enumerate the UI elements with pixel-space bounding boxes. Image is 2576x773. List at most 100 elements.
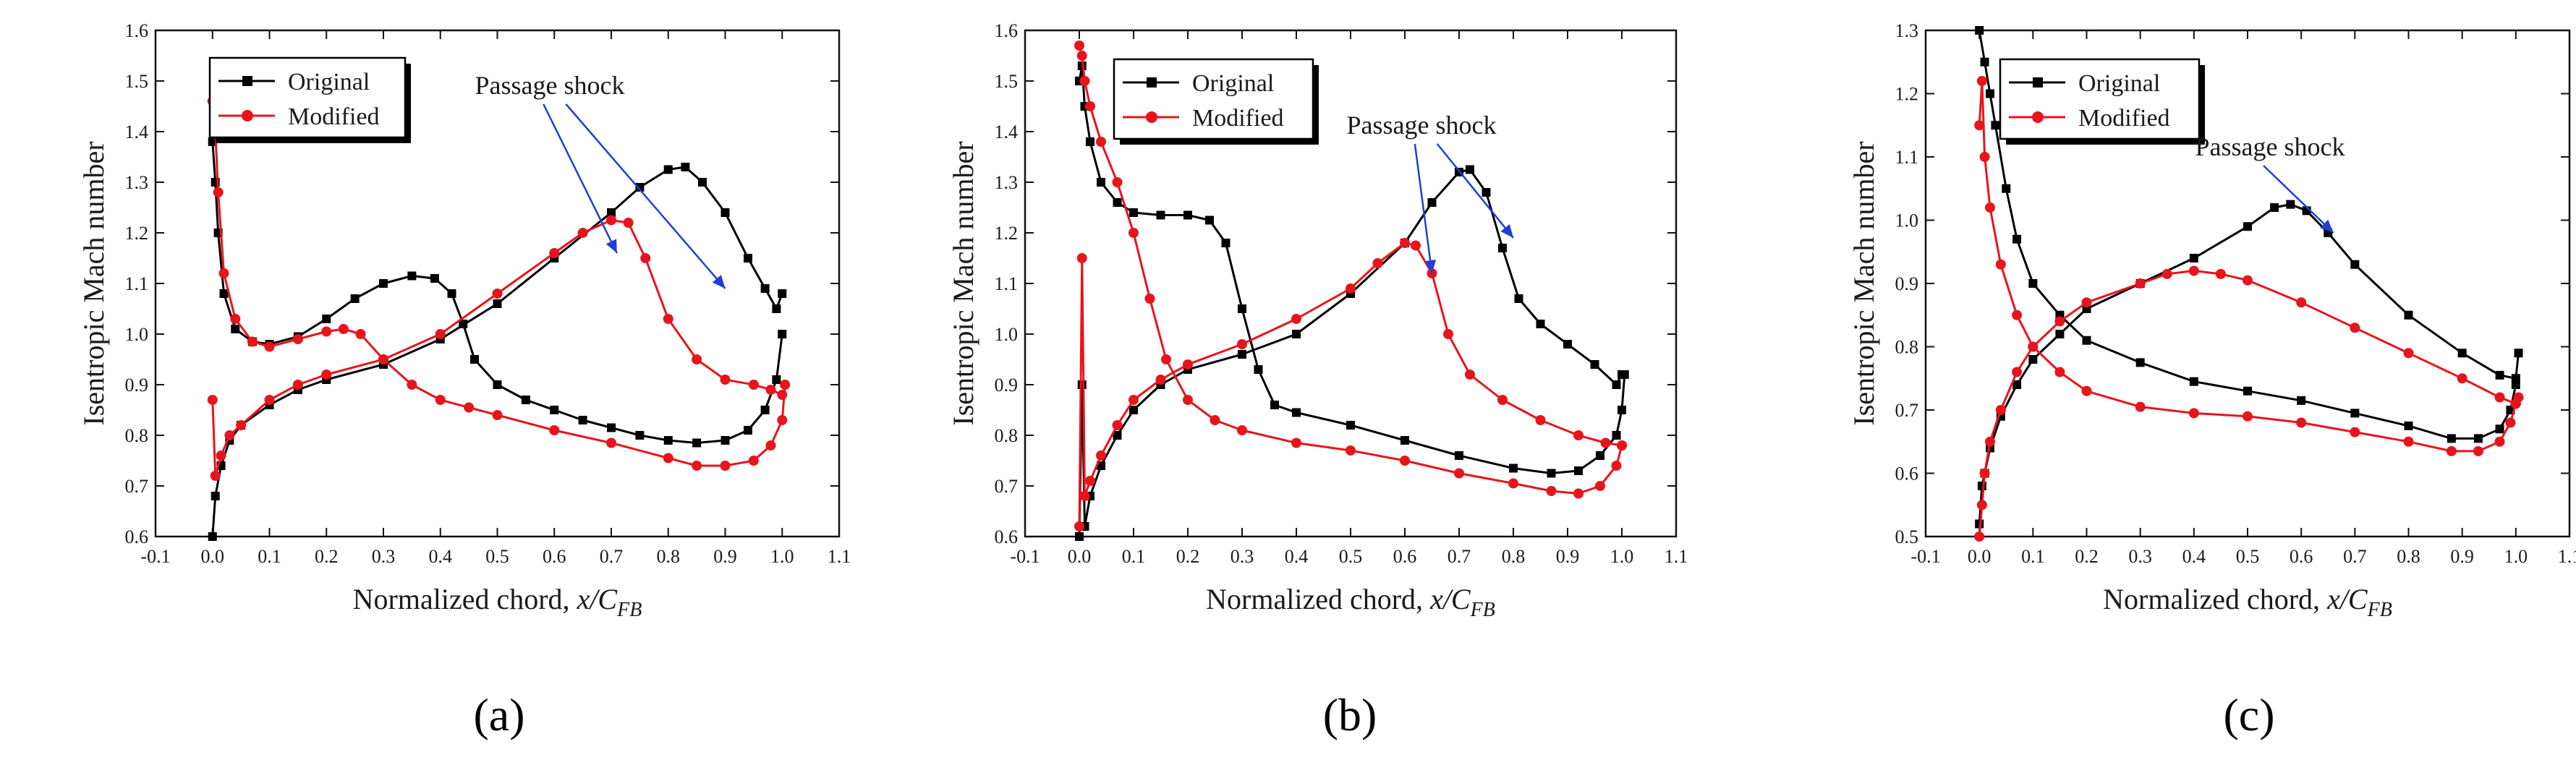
- data-point-original: [1292, 330, 1301, 338]
- data-point-modified: [2494, 436, 2505, 447]
- data-point-original: [2286, 200, 2295, 209]
- data-point-modified: [2135, 278, 2146, 289]
- data-point-original: [1618, 370, 1626, 379]
- x-tick-label: 0.3: [1230, 546, 1254, 567]
- y-tick-label: 1.6: [995, 20, 1019, 41]
- data-point-original: [379, 279, 388, 288]
- y-tick-label: 1.2: [1895, 84, 1919, 105]
- data-point-modified: [1985, 436, 1995, 447]
- data-point-original: [1612, 380, 1621, 389]
- x-axis-label: Normalized chord, x/CFB: [1206, 583, 1495, 621]
- data-point-modified: [2028, 341, 2039, 352]
- data-point-modified: [2457, 373, 2467, 384]
- legend-marker-circle: [242, 110, 253, 121]
- data-point-original: [1254, 365, 1263, 374]
- data-point-modified: [1112, 420, 1123, 430]
- data-point-modified: [2081, 385, 2092, 396]
- data-point-modified: [2296, 417, 2307, 428]
- data-point-modified: [321, 370, 332, 380]
- data-point-original: [1991, 121, 2000, 130]
- x-tick-label: 0.8: [1502, 546, 1526, 567]
- data-point-original: [2457, 349, 2467, 358]
- y-tick-label: 0.8: [1895, 337, 1919, 358]
- data-point-modified: [1112, 177, 1123, 187]
- annotation-passage-shock: Passage shock: [475, 71, 726, 289]
- data-point-modified: [292, 334, 303, 344]
- y-tick-label: 1.3: [125, 172, 149, 193]
- data-point-modified: [407, 380, 417, 390]
- data-point-original: [470, 355, 479, 364]
- data-point-modified: [2243, 411, 2253, 422]
- data-point-modified: [1985, 202, 1995, 213]
- data-point-original: [493, 380, 502, 389]
- legend-marker-square: [1147, 77, 1157, 87]
- x-axis-label-variable: x/C: [1429, 583, 1471, 615]
- data-point-original: [635, 183, 645, 192]
- chart-panel-a: -0.1 0.0 0.1 0.2 0.3 0.4 0.5 0.6 0.7 0.8 0.9 1.0 1.1…: [77, 20, 851, 740]
- data-point-modified: [2012, 367, 2023, 377]
- data-point-modified: [2494, 392, 2505, 403]
- data-point-original: [1980, 57, 1989, 67]
- panel-label: (c): [2223, 689, 2274, 740]
- data-point-original: [2243, 222, 2252, 231]
- series-line-original-upper: [1978, 203, 2520, 524]
- data-point-modified: [1291, 314, 1301, 324]
- data-point-modified: [2296, 297, 2307, 308]
- series-line-original-lower: [211, 166, 783, 537]
- data-point-modified: [2403, 348, 2414, 359]
- x-tick-label: 0.1: [258, 546, 281, 567]
- legend-marker-square: [242, 76, 252, 86]
- data-point-modified: [1979, 152, 1990, 162]
- data-point-original: [1547, 469, 1556, 478]
- data-point-original: [1986, 89, 1994, 98]
- data-point-modified: [1443, 329, 1453, 339]
- data-point-original: [2473, 434, 2483, 443]
- data-point-modified: [1372, 258, 1383, 268]
- data-point-original: [1612, 431, 1621, 440]
- y-tick-label: 0.9: [1895, 273, 1919, 294]
- data-point-original: [2404, 421, 2413, 430]
- x-tick-label: 0.3: [372, 546, 396, 567]
- data-point-original: [2270, 203, 2279, 212]
- data-point-modified: [2403, 436, 2414, 447]
- data-point-original: [2404, 310, 2413, 320]
- data-point-original: [2511, 380, 2520, 389]
- data-point-original: [1270, 401, 1279, 409]
- data-point-modified: [224, 430, 235, 440]
- annotation-arrowhead: [712, 275, 726, 289]
- x-tick-label: 1.1: [828, 546, 851, 567]
- x-axis-label-subscript: FB: [1470, 599, 1495, 621]
- x-tick-label: 0.4: [2182, 546, 2206, 567]
- x-axis-label: Normalized chord, x/CFB: [353, 583, 642, 621]
- x-axis-label-subscript: FB: [2367, 599, 2392, 621]
- series-line-original-lower: [1978, 30, 2517, 440]
- data-point-original: [322, 315, 331, 323]
- data-point-original: [1238, 350, 1246, 359]
- data-point-modified: [1411, 240, 1421, 251]
- x-tick-label: 0.5: [2236, 546, 2260, 567]
- x-axis-label: Normalized chord, x/CFB: [2103, 583, 2392, 621]
- data-point-original: [430, 274, 439, 283]
- x-tick-label: 0.9: [2450, 546, 2474, 567]
- data-point-original: [607, 208, 616, 217]
- data-point-original: [1596, 451, 1604, 460]
- data-point-original: [407, 271, 417, 281]
- data-point-original: [744, 254, 752, 262]
- data-point-original: [1509, 464, 1518, 473]
- y-tick-label: 1.1: [1895, 147, 1919, 168]
- y-tick-label: 0.9: [995, 375, 1019, 396]
- data-point-modified: [549, 425, 560, 435]
- data-point-original: [663, 436, 673, 445]
- data-point-modified: [210, 471, 221, 481]
- data-point-modified: [1128, 228, 1139, 238]
- data-point-modified: [1161, 354, 1171, 364]
- data-point-original: [2189, 254, 2198, 262]
- x-tick-label: -0.1: [1910, 546, 1940, 567]
- y-tick-label: 0.8: [995, 425, 1019, 446]
- y-tick-label: 1.0: [125, 324, 149, 345]
- data-point-modified: [640, 253, 651, 263]
- x-tick-label: 0.7: [2343, 546, 2367, 567]
- data-point-modified: [207, 395, 218, 405]
- data-point-original: [1975, 26, 1984, 35]
